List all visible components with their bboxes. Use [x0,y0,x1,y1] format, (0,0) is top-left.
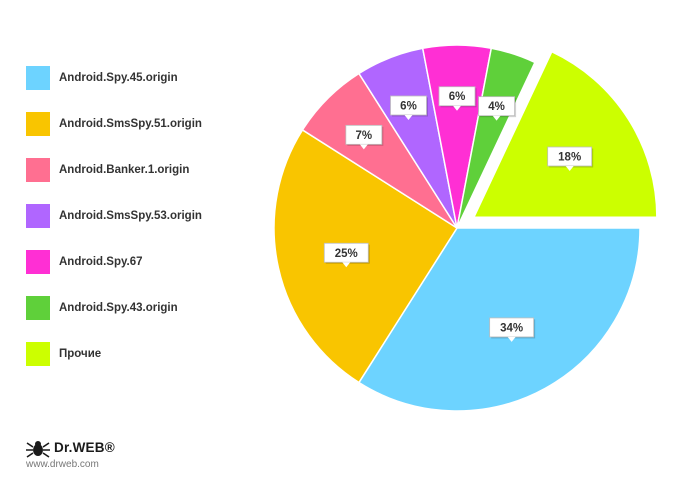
legend-label: Android.SmsSpy.53.origin [59,210,202,222]
legend-item: Android.Spy.43.origin [26,296,178,320]
data-label: 34% [489,317,536,342]
legend-swatch [26,204,50,228]
website-url: www.drweb.com [26,459,99,470]
data-label-text: 4% [488,101,505,113]
data-label-text: 7% [356,130,373,142]
data-label: 6% [390,95,428,120]
data-label: 18% [547,146,594,171]
legend-swatch [26,66,50,90]
legend-label: Android.Spy.67 [59,256,143,268]
legend-label: Android.Spy.43.origin [59,302,178,314]
data-label-text: 6% [400,100,417,112]
legend-swatch [26,296,50,320]
data-label-pointer [507,336,516,342]
legend-item: Android.Spy.45.origin [26,66,178,90]
legend-swatch [26,250,50,274]
legend-swatch [26,158,50,182]
data-label: 7% [345,124,384,150]
data-label-pointer [404,114,413,120]
legend-swatch [26,342,50,366]
pie-data-labels: 34% 25% 7% 6% 6% 4% 18% [323,86,594,342]
data-label-text: 6% [449,91,466,103]
spider-icon [26,441,50,458]
brand-name: Dr.WEB® [54,440,115,455]
data-label-pointer [492,115,501,121]
legend-item: Android.Banker.1.origin [26,158,189,182]
pie-slice [472,50,658,219]
legend-label: Android.Spy.45.origin [59,72,178,84]
data-label-text: 18% [558,151,581,163]
data-label-pointer [565,165,574,171]
data-label-pointer [453,105,461,111]
logo-brand: Dr.WEB® [26,438,166,458]
pie-slice [456,47,536,229]
data-label: 25% [323,242,370,268]
legend-swatch [26,112,50,136]
legend-label: Прочие [59,348,102,360]
data-label-text: 25% [335,248,358,260]
data-label-pointer [342,262,351,268]
legend-item: Android.SmsSpy.53.origin [26,204,202,228]
data-label-text: 34% [500,322,523,334]
legend-item: Прочие [26,342,101,366]
data-label: 6% [438,86,477,111]
legend-label: Android.SmsSpy.51.origin [59,118,202,130]
data-label: 4% [478,96,517,121]
legend-label: Android.Banker.1.origin [59,164,190,176]
legend-item: Android.SmsSpy.51.origin [26,112,202,136]
data-label-pointer [359,144,368,150]
legend-item: Android.Spy.67 [26,250,143,274]
